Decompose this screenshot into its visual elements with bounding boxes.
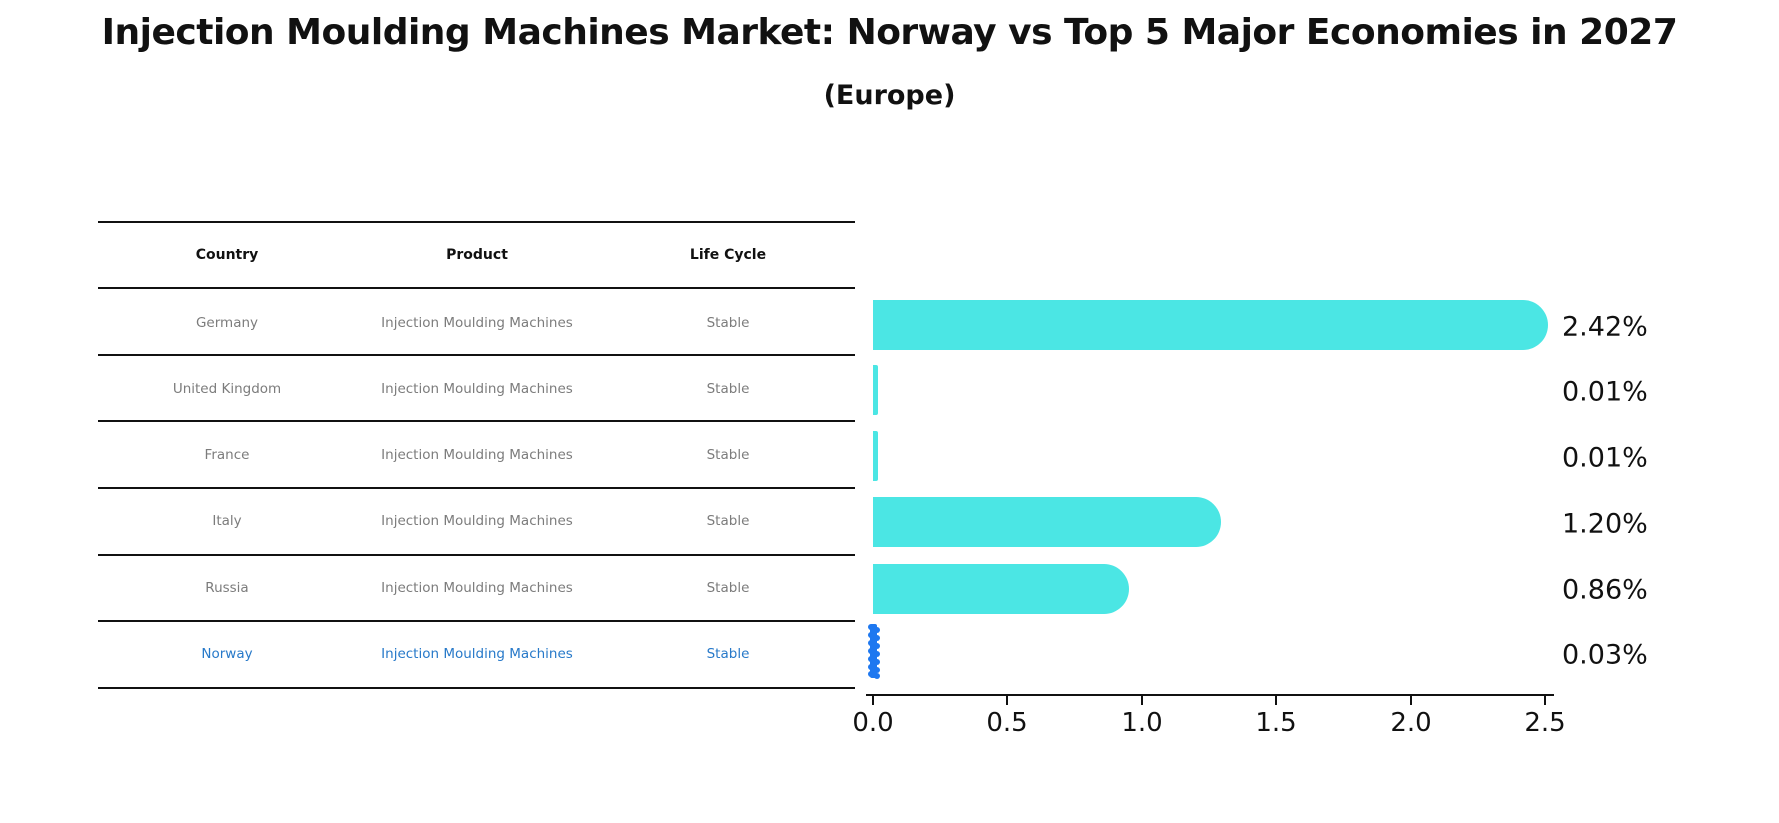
cell-country: United Kingdom (172, 381, 282, 397)
chart-title: Injection Moulding Machines Market: Norw… (101, 12, 1678, 53)
table-row-rule (98, 554, 855, 556)
cell-country: Italy (212, 513, 242, 529)
bar-norway-highlighted (868, 624, 880, 679)
x-axis-tick-label: 1.5 (1255, 708, 1297, 738)
bar-russia (873, 564, 1130, 614)
value-label-norway: 0.03% (1562, 639, 1648, 671)
x-axis-tick (872, 696, 874, 705)
x-axis-tick (1141, 696, 1143, 705)
cell-life-cycle: Stable (706, 381, 750, 397)
value-label-united-kingdom: 0.01% (1562, 376, 1648, 408)
x-axis-tick (1544, 696, 1546, 705)
x-axis-tick-label: 1.0 (1121, 708, 1163, 738)
x-axis-tick (1275, 696, 1277, 705)
cell-life-cycle: Stable (706, 580, 750, 596)
bar-united-kingdom (873, 365, 878, 415)
table-header-rule (98, 287, 855, 289)
x-axis-tick-label: 2.5 (1524, 708, 1566, 738)
bar-france (873, 431, 878, 481)
column-header-product: Product (446, 247, 508, 263)
cell-product: Injection Moulding Machines (381, 315, 573, 331)
x-axis-tick (1410, 696, 1412, 705)
cell-life-cycle: Stable (706, 447, 750, 463)
cell-life-cycle: Stable (706, 513, 750, 529)
x-axis-tick-label: 0.5 (986, 708, 1028, 738)
bar-italy (873, 497, 1221, 547)
cell-life-cycle: Stable (706, 646, 750, 662)
value-label-italy: 1.20% (1562, 508, 1648, 540)
table-row-rule (98, 620, 855, 622)
value-label-france: 0.01% (1562, 442, 1648, 474)
cell-country: Germany (195, 315, 259, 331)
cell-country: France (204, 447, 250, 463)
table-bottom-rule (98, 687, 855, 689)
value-label-russia: 0.86% (1562, 574, 1648, 606)
x-axis-tick-label: 0.0 (852, 708, 894, 738)
cell-country: Norway (201, 646, 253, 662)
table-row-rule (98, 487, 855, 489)
table-row-rule (98, 354, 855, 356)
cell-country: Russia (205, 580, 249, 596)
column-header-country: Country (195, 247, 259, 263)
x-axis-tick-label: 2.0 (1390, 708, 1432, 738)
table-top-rule (98, 221, 855, 223)
value-label-germany: 2.42% (1562, 311, 1648, 343)
x-axis-line (866, 694, 1554, 696)
cell-product: Injection Moulding Machines (381, 513, 573, 529)
cell-product: Injection Moulding Machines (381, 646, 573, 662)
chart-subtitle: (Europe) (823, 80, 956, 111)
x-axis-tick (1006, 696, 1008, 705)
table-row-rule (98, 420, 855, 422)
column-header-life-cycle: Life Cycle (689, 247, 767, 263)
cell-product: Injection Moulding Machines (381, 447, 573, 463)
cell-life-cycle: Stable (706, 315, 750, 331)
cell-product: Injection Moulding Machines (381, 381, 573, 397)
bar-germany (873, 300, 1549, 350)
cell-product: Injection Moulding Machines (381, 580, 573, 596)
